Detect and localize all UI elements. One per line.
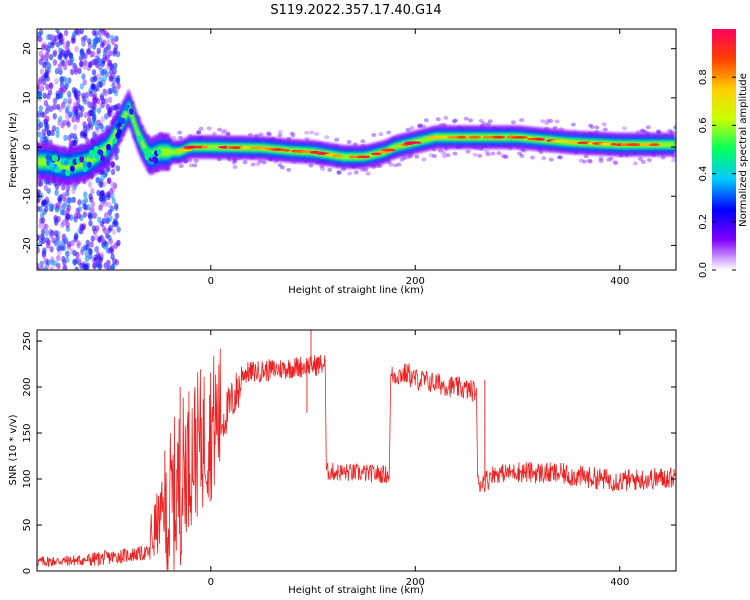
snr-x-axis-label: Height of straight line (km) <box>288 585 424 596</box>
snr-series <box>37 330 676 571</box>
spectrogram-x-ticks: 0 200 400 <box>208 29 629 287</box>
snr-panel: 0 200 400 0 50 100 150 200 250 Height of straig… <box>8 329 677 596</box>
colorbar-tick-label: 0.8 <box>698 69 709 85</box>
heatmap-hot-spots <box>45 104 660 177</box>
spectrogram-y-tick-label: 10 <box>22 91 33 104</box>
spectrogram-heatmap <box>37 29 676 270</box>
colorbar-gradient <box>712 29 736 270</box>
snr-x-tick-label: 400 <box>610 577 629 588</box>
spectrogram-x-tick-label: 0 <box>208 276 214 287</box>
snr-x-ticks: 0 200 400 <box>208 330 629 588</box>
spectrogram-y-ticks: -20 -10 0 10 20 <box>22 42 676 254</box>
spectrogram-panel: 0 200 400 -20 -10 0 10 20 Height of straight l… <box>8 28 677 296</box>
spectrogram-x-tick-label: 200 <box>406 276 425 287</box>
snr-y-tick-label: 250 <box>22 331 33 350</box>
snr-y-tick-label: 200 <box>22 377 33 396</box>
snr-y-axis-label: SNR (10 * v/v) <box>8 414 19 485</box>
spectrogram-y-axis-label: Frequency (Hz) <box>8 112 19 188</box>
snr-y-tick-label: 0 <box>22 568 33 574</box>
spectrogram-y-tick-label: 20 <box>22 42 33 55</box>
colorbar-label: Normalized spectral amplitude <box>738 73 749 227</box>
spectrogram-x-tick-label: 400 <box>610 276 629 287</box>
colorbar-tick-label: 0.6 <box>698 117 709 133</box>
colorbar-tick-label: 0.0 <box>698 262 709 278</box>
spectrogram-x-axis-label: Height of straight line (km) <box>288 285 424 296</box>
spectrogram-y-tick-label: -20 <box>22 237 33 253</box>
colorbar-tick-label: 0.4 <box>698 166 709 182</box>
colorbar: 0.0 0.2 0.4 0.6 0.8 Normalized spectral ampl… <box>698 29 749 278</box>
snr-y-tick-label: 50 <box>22 519 33 532</box>
colorbar-ticks: 0.0 0.2 0.4 0.6 0.8 <box>698 69 736 278</box>
spectrogram-frame <box>36 28 677 271</box>
snr-line <box>37 348 676 571</box>
figure-title: S119.2022.357.17.40.G14 <box>270 3 441 18</box>
colorbar-tick-label: 0.2 <box>698 214 709 230</box>
spectrogram-y-tick-label: -10 <box>22 188 33 204</box>
snr-y-tick-label: 150 <box>22 423 33 442</box>
spectrogram-y-tick-label: 0 <box>22 144 33 150</box>
snr-frame <box>36 329 677 572</box>
snr-y-ticks: 0 50 100 150 200 250 <box>22 331 676 574</box>
snr-x-tick-label: 0 <box>208 577 214 588</box>
snr-x-tick-label: 200 <box>406 577 425 588</box>
snr-y-tick-label: 100 <box>22 469 33 488</box>
